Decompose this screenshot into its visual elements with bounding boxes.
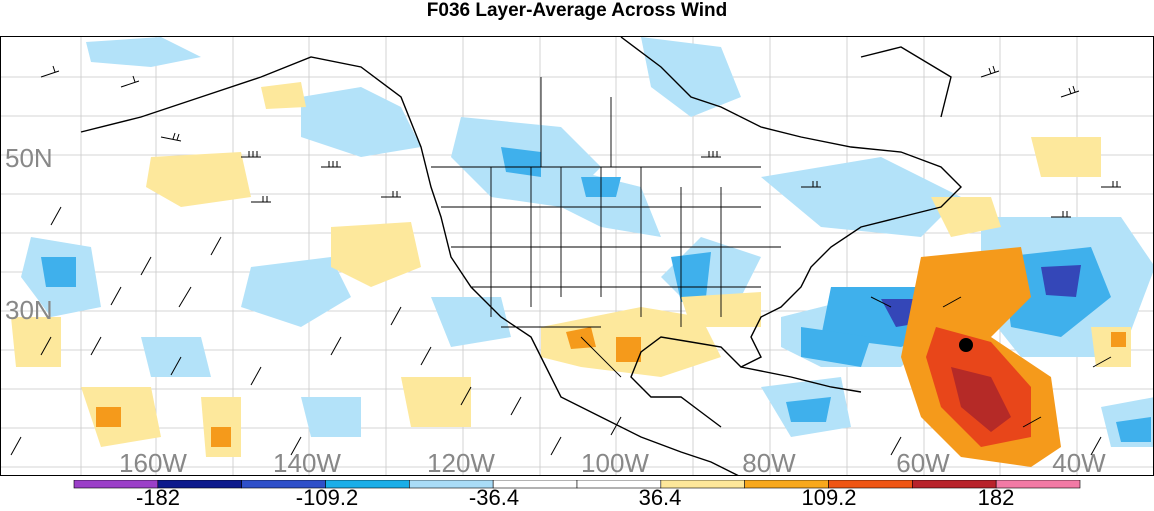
- storm-center-marker: [959, 338, 973, 352]
- colorbar-label: -36.4: [468, 485, 520, 510]
- colorbar-labels: -182 -109.2 -36.4 36.4 109.2 182: [0, 486, 1154, 511]
- colorbar-label: 36.4: [638, 485, 682, 510]
- wind-barbs: [10, 65, 1121, 456]
- lon-label-120w: 120W: [427, 448, 495, 476]
- colorbar-label: 182: [977, 485, 1015, 510]
- coastlines: [80, 37, 962, 475]
- lon-label-100w: 100W: [581, 448, 649, 476]
- lat-label-30n: 30N: [5, 295, 53, 325]
- plot-title: F036 Layer-Average Across Wind: [426, 0, 728, 21]
- map-panel: 50N 30N 160W 140W 120W 100W 80W 60W 40W: [0, 36, 1154, 476]
- lon-label-40w: 40W: [1052, 448, 1106, 476]
- colorbar-label: -109.2: [295, 485, 359, 510]
- lon-label-160w: 160W: [119, 448, 187, 476]
- lon-label-140w: 140W: [273, 448, 341, 476]
- colorbar: [73, 480, 1081, 489]
- lon-labels: 160W 140W 120W 100W 80W 60W 40W: [119, 448, 1106, 476]
- state-borders: [431, 77, 781, 378]
- colorbar-label: -182: [135, 485, 181, 510]
- colorbar-label: 109.2: [801, 485, 857, 510]
- positive-field-orange-small: [96, 327, 1126, 447]
- positive-field-dark-red: [951, 367, 1011, 432]
- colorbar-box: [995, 480, 1081, 489]
- map-canvas: 50N 30N 160W 140W 120W 100W 80W 60W 40W: [1, 37, 1153, 476]
- lon-label-80w: 80W: [742, 448, 796, 476]
- lat-label-50n: 50N: [5, 143, 53, 173]
- lon-label-60w: 60W: [896, 448, 950, 476]
